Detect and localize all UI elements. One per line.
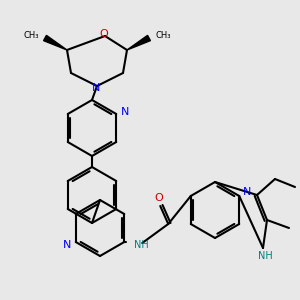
Polygon shape <box>127 35 150 50</box>
Text: N: N <box>92 83 100 93</box>
Text: NH: NH <box>258 251 272 261</box>
Text: CH₃: CH₃ <box>155 32 170 40</box>
Text: CH₃: CH₃ <box>23 32 39 40</box>
Polygon shape <box>44 35 67 50</box>
Text: NH: NH <box>134 240 149 250</box>
Text: N: N <box>62 240 71 250</box>
Text: O: O <box>155 193 164 203</box>
Text: N: N <box>121 107 130 117</box>
Text: N: N <box>243 187 252 197</box>
Text: O: O <box>100 29 108 39</box>
